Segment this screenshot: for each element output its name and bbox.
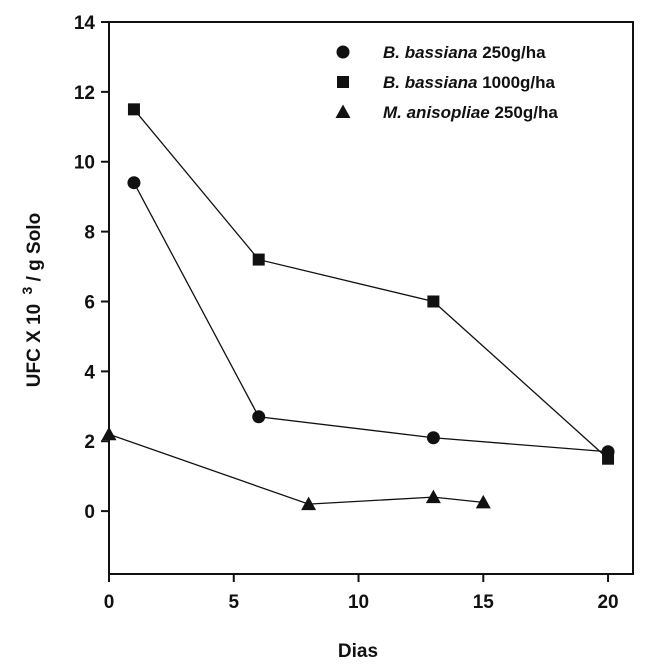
legend-entry-square: B. bassiana 1000g/ha (337, 73, 556, 92)
legend-label: M. anisopliae 250g/ha (383, 103, 558, 122)
legend-entry-triangle: M. anisopliae 250g/ha (335, 103, 558, 122)
legend-species: B. bassiana (383, 43, 478, 62)
legend-entry-circle: B. bassiana 250g/ha (336, 43, 546, 62)
y-axis-title: UFC X 10 3 / g Solo (16, 213, 45, 387)
x-tick-label: 10 (348, 592, 369, 613)
y-tick-label: 6 (84, 292, 95, 313)
data-point (427, 295, 440, 308)
legend: B. bassiana 250g/haB. bassiana 1000g/haM… (335, 43, 558, 122)
x-tick-label: 20 (597, 592, 618, 613)
data-point (127, 103, 140, 116)
plot-frame (108, 21, 634, 575)
legend-marker (337, 76, 349, 88)
legend-species: M. anisopliae (383, 103, 490, 122)
data-point (301, 496, 317, 511)
y-axis-title-superscript: 3 (19, 286, 35, 294)
data-point (252, 410, 266, 424)
y-tick-label: 0 (84, 502, 95, 523)
legend-label: B. bassiana 250g/ha (383, 43, 546, 62)
series-triangle (101, 426, 491, 511)
x-tick-label: 15 (473, 592, 495, 613)
y-tick-label: 4 (84, 362, 95, 383)
legend-marker (335, 104, 351, 118)
legend-label: B. bassiana 1000g/ha (383, 73, 556, 92)
data-point (127, 176, 141, 190)
legend-species: B. bassiana (383, 73, 478, 92)
data-point (602, 452, 615, 465)
y-tick-label: 14 (74, 13, 96, 34)
legend-marker (336, 45, 350, 59)
series-circle (127, 176, 615, 459)
series-layer (101, 103, 615, 511)
legend-dose: 250g/ha (478, 43, 547, 62)
series-line (108, 433, 484, 505)
data-point (425, 489, 441, 504)
data-point (475, 494, 491, 509)
x-axis-title: Dias (338, 641, 378, 662)
data-point (252, 253, 265, 266)
y-tick-label: 2 (84, 432, 95, 453)
y-axis-title-suffix: / g Solo (24, 213, 45, 282)
x-tick-label: 0 (104, 592, 115, 613)
y-tick-label: 10 (74, 153, 95, 174)
x-tick-label: 5 (228, 592, 239, 613)
data-point (101, 426, 117, 441)
y-tick-label: 12 (74, 83, 95, 104)
legend-dose: 1000g/ha (478, 73, 556, 92)
series-line (133, 108, 609, 460)
legend-dose: 250g/ha (490, 103, 559, 122)
y-tick-label: 8 (84, 223, 95, 244)
data-point (426, 431, 440, 445)
series-line (133, 182, 609, 453)
y-axis-title-prefix: UFC X 10 (24, 304, 45, 387)
series-square (127, 103, 615, 465)
axes: 0 2 4 6 8 10 12 14 0 5 10 15 20 (74, 13, 634, 613)
